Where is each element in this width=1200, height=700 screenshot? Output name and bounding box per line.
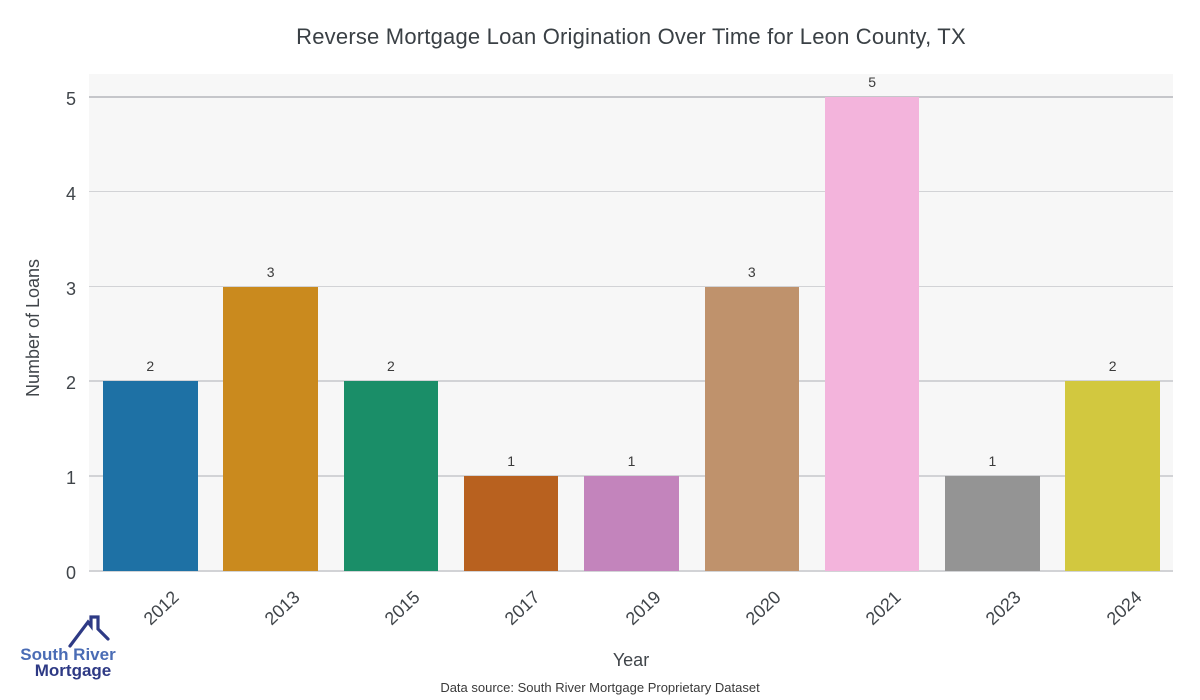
house-roof-icon bbox=[68, 615, 110, 648]
data-source-note: Data source: South River Mortgage Propri… bbox=[440, 680, 760, 695]
bar-2024 bbox=[1065, 381, 1160, 571]
bar-2021 bbox=[824, 97, 920, 571]
bar-value-label-2021: 5 bbox=[868, 74, 876, 90]
gridline-2 bbox=[89, 380, 1173, 382]
bar-value-label-2015: 2 bbox=[386, 358, 395, 375]
bar-2019 bbox=[584, 476, 679, 571]
gridline-4 bbox=[89, 190, 1173, 193]
y-tick-label-4: 4 bbox=[65, 183, 76, 204]
south-river-mortgage-logo: South River Mortgage bbox=[20, 615, 116, 680]
bar-value-label-2012: 2 bbox=[146, 358, 155, 375]
logo-text-line2: Mortgage bbox=[35, 661, 112, 680]
chart-title: Reverse Mortgage Loan Origination Over T… bbox=[296, 24, 966, 49]
bar-value-label-2019: 1 bbox=[627, 453, 636, 470]
bar-value-label-2017: 1 bbox=[507, 453, 516, 470]
bar-value-label-2020: 3 bbox=[747, 263, 756, 280]
y-tick-label-1: 1 bbox=[65, 468, 76, 489]
y-tick-label-3: 3 bbox=[65, 278, 76, 299]
bar-value-label-2013: 3 bbox=[266, 263, 275, 280]
y-tick-label-5: 5 bbox=[65, 89, 76, 109]
y-tick-label-2: 2 bbox=[65, 373, 76, 394]
bar-2013 bbox=[223, 286, 318, 571]
gridline-5 bbox=[89, 96, 1173, 98]
gridline-3 bbox=[89, 285, 1173, 288]
bar-2015 bbox=[343, 381, 439, 571]
bar-value-label-2024: 2 bbox=[1108, 358, 1117, 375]
bar-value-label-2023: 1 bbox=[988, 453, 997, 470]
gridline-1 bbox=[89, 475, 1173, 477]
y-axis-title: Number of Loans bbox=[23, 258, 43, 398]
y-tick-label-0: 0 bbox=[65, 563, 76, 583]
bar-2023 bbox=[945, 476, 1040, 571]
bar-2012 bbox=[103, 381, 198, 571]
bar-2017 bbox=[463, 476, 559, 571]
bar-2020 bbox=[704, 286, 800, 571]
logo-text-line1: South River bbox=[20, 645, 116, 664]
x-axis-title: Year bbox=[612, 650, 650, 670]
